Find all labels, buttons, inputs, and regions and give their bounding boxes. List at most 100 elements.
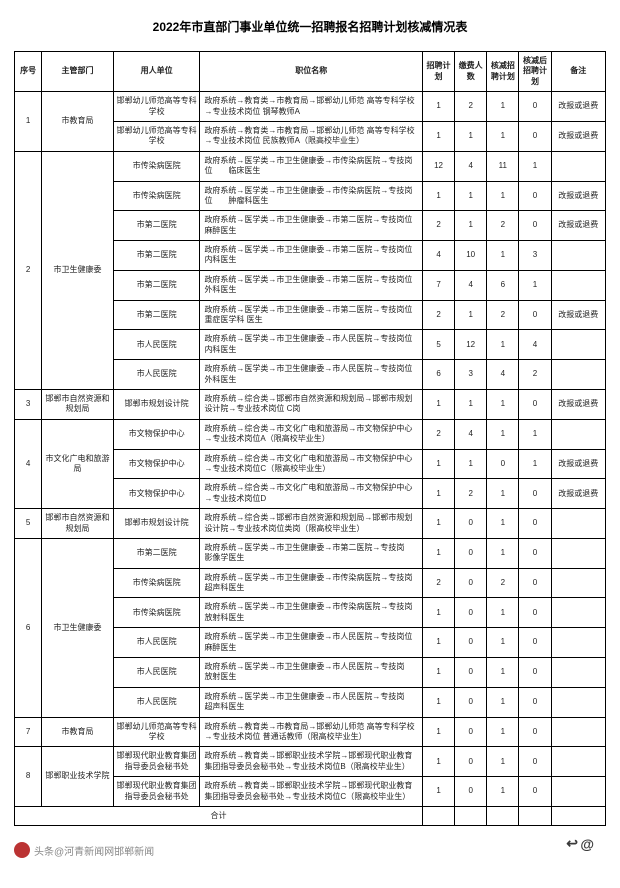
- cell-remark: [551, 419, 605, 449]
- cell-plan: 1: [422, 509, 454, 539]
- cell-reduce: 1: [487, 92, 519, 122]
- cell-pos: 政府系统→教育类→市教育局→邯郸幼儿师范 高等专科学校→专业技术岗位 民族教师A…: [200, 121, 423, 151]
- cell-apply: 10: [455, 241, 487, 271]
- th-org: 用人单位: [113, 52, 200, 92]
- cell-seq: 4: [15, 419, 42, 508]
- cell-plan: 1: [422, 777, 454, 807]
- cell-reduce: 1: [487, 241, 519, 271]
- cell-remark: 改报或退费: [551, 389, 605, 419]
- cell-remark: [551, 717, 605, 747]
- cell-remark: 改报或退费: [551, 300, 605, 330]
- cell-remark: 改报或退费: [551, 211, 605, 241]
- cell-after: 0: [519, 687, 551, 717]
- cell-pos: 政府系统→医学类→市卫生健康委→市第二医院→专技岗 影像学医生: [200, 538, 423, 568]
- cell-after: 0: [519, 747, 551, 777]
- cell-reduce: 1: [487, 658, 519, 688]
- cell-pos: 政府系统→教育类→邯郸职业技术学院→邯郸现代职业教育集团指导委员会秘书处→专业技…: [200, 747, 423, 777]
- cell-reduce: 4: [487, 360, 519, 390]
- cell-remark: 改报或退费: [551, 181, 605, 211]
- cell-reduce: 6: [487, 270, 519, 300]
- th-after: 核减后招聘计划: [519, 52, 551, 92]
- cell-org: 市传染病医院: [113, 151, 200, 181]
- cell-after: 0: [519, 479, 551, 509]
- cell-apply: 1: [455, 181, 487, 211]
- cell-org: 邯郸市规划设计院: [113, 509, 200, 539]
- cell-org: 市第二医院: [113, 538, 200, 568]
- cell-dept: 市文化广电和旅游局: [42, 419, 114, 508]
- cell-apply: 0: [455, 509, 487, 539]
- cell-reduce: 0: [487, 449, 519, 479]
- cell-pos: 政府系统→医学类→市卫生健康委→市传染病医院→专技岗 超声科医生: [200, 568, 423, 598]
- cell-after: 1: [519, 449, 551, 479]
- source-text: 头条@河青新闻网邯郸新闻: [34, 843, 154, 858]
- cell-org: 邯郸幼儿师范高等专科学校: [113, 121, 200, 151]
- cell-remark: [551, 151, 605, 181]
- cell-org: 市第二医院: [113, 211, 200, 241]
- cell-after: 0: [519, 121, 551, 151]
- cell-reduce: 1: [487, 389, 519, 419]
- cell-after: 0: [519, 389, 551, 419]
- cell-pos: 政府系统→医学类→市卫生健康委→市传染病医院→专技岗位 临床医生: [200, 151, 423, 181]
- cell-pos: 政府系统→医学类→市卫生健康委→市人民医院→专技岗位 内科医生: [200, 330, 423, 360]
- cell-org: 市人民医院: [113, 360, 200, 390]
- cell-apply: 4: [455, 151, 487, 181]
- at-icon[interactable]: @: [580, 836, 594, 852]
- cell-after: 0: [519, 211, 551, 241]
- th-apply: 缴费人数: [455, 52, 487, 92]
- cell-org: 市文物保护中心: [113, 449, 200, 479]
- cell-reduce: 1: [487, 628, 519, 658]
- table-row: 8邯郸职业技术学院邯郸现代职业教育集团指导委员会秘书处政府系统→教育类→邯郸职业…: [15, 747, 606, 777]
- cell-dept: 市卫生健康委: [42, 151, 114, 389]
- cell-pos: 政府系统→教育类→市教育局→邯郸幼儿师范 高等专科学校→专业技术岗位 普通话教师…: [200, 717, 423, 747]
- cell-seq: 6: [15, 538, 42, 717]
- table-row: 6市卫生健康委市第二医院政府系统→医学类→市卫生健康委→市第二医院→专技岗 影像…: [15, 538, 606, 568]
- cell-apply: 1: [455, 211, 487, 241]
- cell-plan: 1: [422, 538, 454, 568]
- cell-apply: 0: [455, 628, 487, 658]
- cell-pos: 政府系统→医学类→市卫生健康委→市第二医院→专技岗位 内科医生: [200, 241, 423, 271]
- cell-org: 市传染病医院: [113, 181, 200, 211]
- th-seq: 序号: [15, 52, 42, 92]
- cell-reduce: 1: [487, 121, 519, 151]
- cell-plan: 1: [422, 181, 454, 211]
- th-reduce: 核减招聘计划: [487, 52, 519, 92]
- cell-org: 邯郸现代职业教育集团指导委员会秘书处: [113, 747, 200, 777]
- cell-apply: 1: [455, 300, 487, 330]
- cell-remark: [551, 628, 605, 658]
- cell-remark: 改报或退费: [551, 479, 605, 509]
- cell-apply: 2: [455, 479, 487, 509]
- cell-pos: 政府系统→医学类→市卫生健康委→市第二医院→专技岗位 外科医生: [200, 270, 423, 300]
- cell-after: 2: [519, 360, 551, 390]
- cell-seq: 2: [15, 151, 42, 389]
- cell-plan: 1: [422, 449, 454, 479]
- table-row: 1市教育局邯郸幼儿师范高等专科学校政府系统→教育类→市教育局→邯郸幼儿师范 高等…: [15, 92, 606, 122]
- cell-after: 0: [519, 300, 551, 330]
- cell-apply: 4: [455, 270, 487, 300]
- cell-dept: 邯郸市自然资源和规划局: [42, 389, 114, 419]
- reduction-table: 序号 主管部门 用人单位 职位名称 招聘计划 缴费人数 核减招聘计划 核减后招聘…: [14, 51, 606, 826]
- cell-pos: 政府系统→医学类→市卫生健康委→市人民医院→专技岗 放射医生: [200, 658, 423, 688]
- cell-remark: 改报或退费: [551, 92, 605, 122]
- cell-apply: 1: [455, 389, 487, 419]
- cell-remark: 改报或退费: [551, 449, 605, 479]
- cell-org: 市人民医院: [113, 628, 200, 658]
- cell-plan: 1: [422, 92, 454, 122]
- cell-remark: [551, 330, 605, 360]
- cell-after: 0: [519, 777, 551, 807]
- cell-pos: 政府系统→医学类→市卫生健康委→市第二医院→专技岗位 重症医学科 医生: [200, 300, 423, 330]
- cell-after: 0: [519, 717, 551, 747]
- cell-pos: 政府系统→综合类→市文化广电和旅游局→市文物保护中心→专业技术岗位C（限高校毕业…: [200, 449, 423, 479]
- cell-remark: [551, 598, 605, 628]
- table-header-row: 序号 主管部门 用人单位 职位名称 招聘计划 缴费人数 核减招聘计划 核减后招聘…: [15, 52, 606, 92]
- cell-reduce: 1: [487, 777, 519, 807]
- reply-icon[interactable]: ↩: [566, 835, 578, 852]
- cell-reduce: 1: [487, 598, 519, 628]
- cell-apply: 4: [455, 419, 487, 449]
- cell-org: 市人民医院: [113, 658, 200, 688]
- cell-pos: 政府系统→综合类→邯郸市自然资源和规划局→邯郸市规划设计院→专业技术岗位 C岗: [200, 389, 423, 419]
- cell-remark: 改报或退费: [551, 121, 605, 151]
- cell-after: 3: [519, 241, 551, 271]
- total-label: 合计: [15, 806, 423, 825]
- cell-plan: 2: [422, 419, 454, 449]
- table-row: 4市文化广电和旅游局市文物保护中心政府系统→综合类→市文化广电和旅游局→市文物保…: [15, 419, 606, 449]
